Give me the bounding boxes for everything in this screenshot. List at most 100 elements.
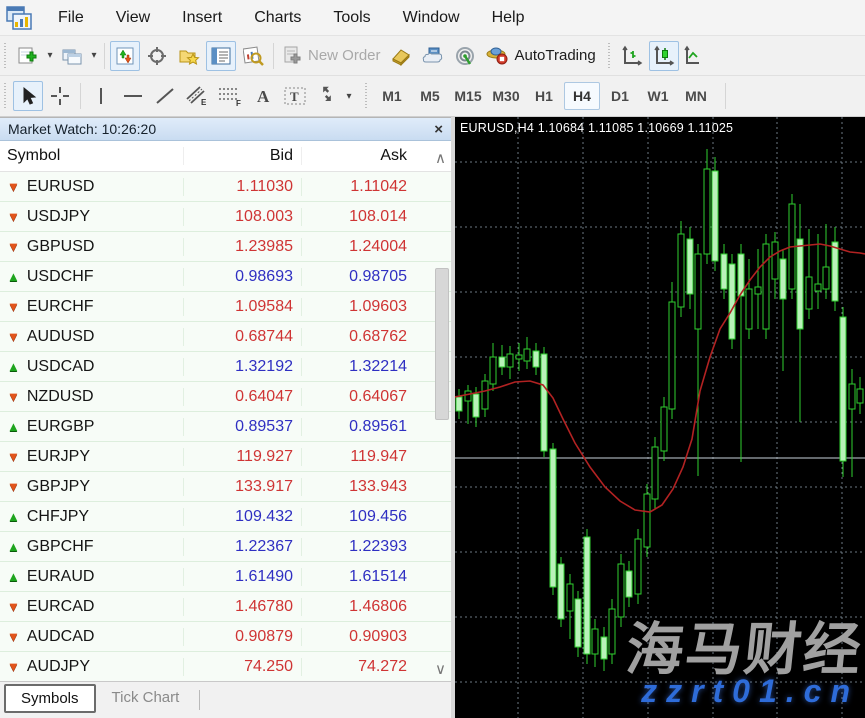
toolbar-grip[interactable] — [363, 83, 370, 109]
vertical-line-icon — [100, 88, 102, 104]
scroll-up-icon[interactable]: ∧ — [435, 150, 446, 167]
chart-area[interactable]: EURUSD,H4 1.10684 1.11085 1.10669 1.1102… — [454, 117, 865, 718]
menu-item-view[interactable]: View — [115, 8, 151, 26]
market-watch-row[interactable]: ▼ AUDCAD 0.90879 0.90903 — [0, 622, 451, 652]
market-watch-row[interactable]: ▼ EURCAD 1.46780 1.46806 — [0, 592, 451, 622]
market-watch-row[interactable]: ▲ EURAUD 1.61490 1.61514 — [0, 562, 451, 592]
timeframe-mn-button[interactable]: MN — [685, 88, 707, 104]
metaeditor-button[interactable] — [386, 41, 416, 71]
ask-value: 133.943 — [301, 477, 413, 496]
ask-value: 0.90903 — [301, 627, 413, 646]
symbol-label: EURCAD — [26, 597, 95, 615]
arrow-styles-button[interactable] — [312, 81, 342, 111]
text-tool-button[interactable]: A — [248, 81, 278, 111]
market-watch-row[interactable]: ▼ GBPUSD 1.23985 1.24004 — [0, 232, 451, 262]
toolbar-grip[interactable] — [2, 83, 9, 109]
market-watch-row[interactable]: ▼ EURUSD 1.11030 1.11042 — [0, 172, 451, 202]
symbol-label: EURAUD — [26, 567, 95, 585]
column-header-bid[interactable]: Bid — [183, 147, 301, 165]
timeframe-h1-button[interactable]: H1 — [535, 88, 553, 104]
panel-splitter[interactable] — [451, 117, 455, 718]
horizontal-line-button[interactable] — [118, 81, 148, 111]
market-watch-titlebar[interactable]: Market Watch: 10:26:20 × — [0, 118, 451, 141]
menu-item-window[interactable]: Window — [402, 8, 460, 26]
autotrading-icon — [486, 47, 508, 64]
bid-value: 1.23985 — [183, 237, 301, 256]
market-button[interactable] — [418, 41, 448, 71]
bid-value: 0.90879 — [183, 627, 301, 646]
market-watch-row[interactable]: ▲ CHFJPY 109.432 109.456 — [0, 502, 451, 532]
chart-line-button[interactable] — [681, 41, 701, 71]
market-watch-row[interactable]: ▲ GBPCHF 1.22367 1.22393 — [0, 532, 451, 562]
timeframe-m15-button[interactable]: M15 — [454, 88, 482, 104]
profiles-dropdown[interactable]: ▾ — [91, 50, 97, 61]
crosshair-tool-button[interactable] — [45, 81, 75, 111]
new-order-button[interactable]: New Order — [279, 41, 384, 71]
menu-item-help[interactable]: Help — [491, 8, 525, 26]
bid-value: 74.250 — [183, 657, 301, 676]
direction-arrow-icon: ▼ — [7, 629, 20, 644]
direction-arrow-icon: ▼ — [7, 449, 20, 464]
chart-bars-button[interactable] — [617, 41, 647, 71]
strategy-tester-button[interactable] — [238, 41, 268, 71]
timeframe-m30-button[interactable]: M30 — [492, 88, 520, 104]
bid-value: 0.64047 — [183, 387, 301, 406]
market-watch-row[interactable]: ▼ GBPJPY 133.917 133.943 — [0, 472, 451, 502]
market-watch-row[interactable]: ▼ AUDUSD 0.68744 0.68762 — [0, 322, 451, 352]
terminal-button[interactable] — [206, 40, 236, 71]
candlestick-chart[interactable] — [454, 117, 865, 718]
profiles-button[interactable] — [57, 41, 87, 71]
market-watch-row[interactable]: ▼ NZDUSD 0.64047 0.64067 — [0, 382, 451, 412]
toolbar-separator — [80, 83, 81, 109]
menu-item-tools[interactable]: Tools — [333, 8, 371, 26]
timeframe-w1-button[interactable]: W1 — [647, 88, 669, 104]
scroll-down-icon[interactable]: ∨ — [435, 661, 446, 678]
market-watch-row[interactable]: ▲ USDCAD 1.32192 1.32214 — [0, 352, 451, 382]
signals-icon — [455, 46, 474, 65]
menu-item-charts[interactable]: Charts — [254, 8, 302, 26]
timeframe-m1-button[interactable]: M1 — [382, 88, 402, 104]
market-watch-row[interactable]: ▲ EURGBP 0.89537 0.89561 — [0, 412, 451, 442]
direction-arrow-icon: ▲ — [7, 539, 20, 554]
market-watch-row[interactable]: ▼ AUDJPY 74.250 74.272 — [0, 652, 451, 682]
tab-tick-chart[interactable]: Tick Chart — [111, 689, 180, 706]
menu-item-insert[interactable]: Insert — [182, 8, 223, 26]
signals-button[interactable] — [450, 41, 480, 71]
text-label-button[interactable]: T — [280, 81, 310, 111]
column-header-ask[interactable]: Ask — [301, 147, 413, 165]
symbol-label: AUDUSD — [26, 327, 95, 345]
direction-arrow-icon: ▼ — [7, 239, 20, 254]
tab-symbols[interactable]: Symbols — [4, 684, 96, 713]
market-watch-row[interactable]: ▼ EURCHF 1.09584 1.09603 — [0, 292, 451, 322]
new-chart-button[interactable] — [13, 41, 43, 71]
market-watch-row[interactable]: ▲ USDCHF 0.98693 0.98705 — [0, 262, 451, 292]
menu-item-file[interactable]: File — [58, 8, 84, 26]
timeframe-h4-button[interactable]: H4 — [564, 82, 600, 110]
arrow-styles-dropdown[interactable]: ▾ — [346, 90, 352, 102]
timeframe-m5-button[interactable]: M5 — [420, 88, 440, 104]
symbol-label: USDJPY — [26, 207, 90, 225]
equidistant-channel-button[interactable]: E — [182, 81, 212, 111]
new-chart-dropdown[interactable]: ▾ — [47, 50, 53, 61]
data-window-button[interactable] — [142, 41, 172, 71]
close-icon[interactable]: × — [434, 120, 443, 138]
cursor-tool-button[interactable] — [13, 81, 43, 111]
autotrading-button[interactable]: AutoTrading — [482, 41, 599, 71]
market-watch-row[interactable]: ▼ EURJPY 119.927 119.947 — [0, 442, 451, 472]
data-window-icon — [148, 46, 166, 65]
chart-candles-button[interactable] — [648, 40, 679, 71]
navigator-button[interactable] — [174, 41, 204, 71]
text-label-icon: T — [284, 87, 306, 105]
toolbar-grip[interactable] — [2, 42, 9, 69]
market-watch-toggle-button[interactable] — [110, 40, 140, 71]
toolbar-grip[interactable] — [605, 42, 613, 69]
vertical-line-button[interactable] — [86, 81, 116, 111]
column-header-symbol[interactable]: Symbol — [7, 147, 61, 164]
timeframe-d1-button[interactable]: D1 — [611, 88, 629, 104]
fibonacci-button[interactable]: F — [214, 81, 246, 111]
trendline-button[interactable] — [150, 81, 180, 111]
market-watch-header-row[interactable]: Symbol Bid Ask — [0, 141, 451, 172]
market-watch-row[interactable]: ▼ USDJPY 108.003 108.014 — [0, 202, 451, 232]
scrollbar-thumb[interactable] — [435, 268, 449, 420]
symbol-label: AUDJPY — [26, 657, 90, 675]
